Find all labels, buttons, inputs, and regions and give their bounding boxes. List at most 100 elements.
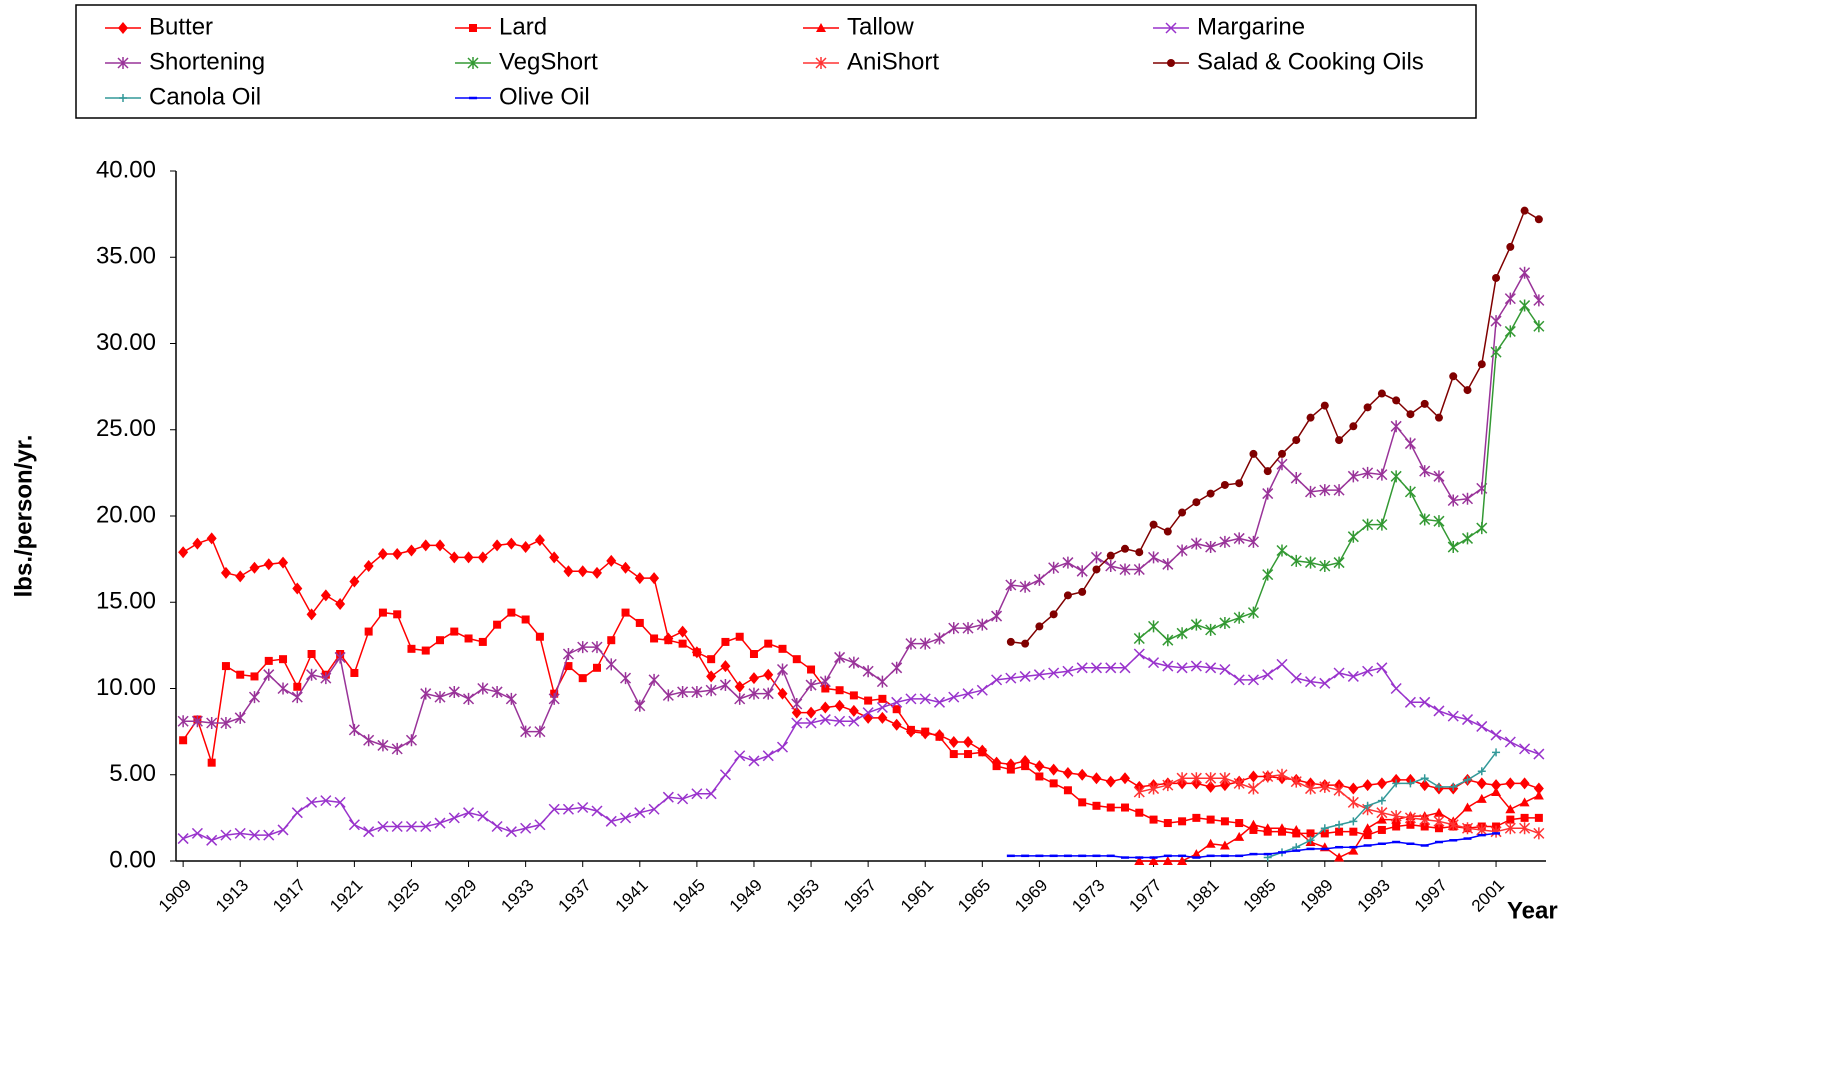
marker [1404,485,1416,498]
marker [364,627,373,636]
marker [535,632,544,641]
marker [834,715,846,727]
marker [963,735,974,748]
marker [406,544,417,557]
marker [991,610,1003,623]
marker [1206,489,1215,498]
marker [1249,825,1258,834]
marker [1277,449,1286,458]
marker [220,829,232,841]
marker [234,711,246,724]
marker [905,637,917,650]
marker [905,693,917,705]
marker [1247,782,1259,795]
marker [1533,748,1545,760]
marker [434,691,446,704]
marker [1235,479,1244,488]
marker [749,650,758,658]
marker [1149,520,1158,529]
marker [819,675,831,688]
marker [118,22,128,34]
marker [1247,606,1259,619]
marker [436,636,445,645]
marker [1320,401,1329,410]
marker [1449,372,1458,381]
marker [935,732,944,741]
marker [1262,770,1274,783]
marker [1162,558,1174,571]
y-tick-label: 20.00 [96,501,156,528]
marker [964,750,973,759]
marker [1206,815,1215,824]
marker [1177,856,1188,865]
marker [891,661,903,674]
marker [1519,743,1531,755]
marker [1362,518,1374,531]
marker [976,618,988,631]
marker [1447,494,1459,507]
marker [877,711,888,724]
x-tick-label: 1985 [1240,876,1280,916]
marker [1019,580,1031,593]
marker [1390,810,1402,823]
marker [1163,527,1172,536]
marker [1133,648,1145,660]
marker [705,684,717,697]
marker [1320,824,1329,833]
marker [293,682,302,691]
marker [1333,484,1345,497]
marker [1419,696,1431,708]
marker [1434,413,1443,422]
marker [1306,413,1315,422]
marker [221,662,230,671]
marker [620,812,632,824]
marker [248,829,261,841]
marker [1120,772,1131,785]
marker [463,551,474,564]
marker [405,734,417,747]
marker [291,807,303,819]
legend-label: Salad & Cooking Oils [1197,48,1424,75]
marker [1091,772,1102,785]
marker [1148,856,1159,865]
legend-label: Butter [149,13,213,40]
marker [421,646,430,655]
x-tick-label: 1993 [1354,876,1394,916]
marker [1419,465,1431,478]
marker [707,655,716,664]
marker [264,656,273,665]
marker [1461,714,1474,726]
y-tick-label: 30.00 [96,329,156,356]
marker [1376,777,1387,790]
marker [1404,696,1416,708]
marker [1247,674,1259,686]
marker [350,668,359,677]
x-tick-label: 1929 [440,876,480,916]
marker [1420,399,1429,408]
marker [263,558,274,571]
marker [849,691,858,700]
marker [1306,836,1315,845]
marker [635,618,644,627]
marker [577,565,588,578]
marker [862,665,874,678]
marker [1034,760,1045,773]
marker [848,704,859,717]
marker [1133,563,1145,576]
marker [391,742,403,755]
marker [1149,815,1158,824]
marker [562,648,574,660]
series-line [182,653,1540,842]
marker [335,597,346,610]
marker [1219,779,1230,792]
marker [306,796,318,808]
marker [1005,672,1017,684]
marker [991,674,1003,686]
marker [378,608,387,617]
marker [962,622,974,635]
x-tick-label: 1981 [1182,876,1222,916]
marker [1433,470,1445,483]
marker [279,655,288,664]
marker [377,739,389,752]
